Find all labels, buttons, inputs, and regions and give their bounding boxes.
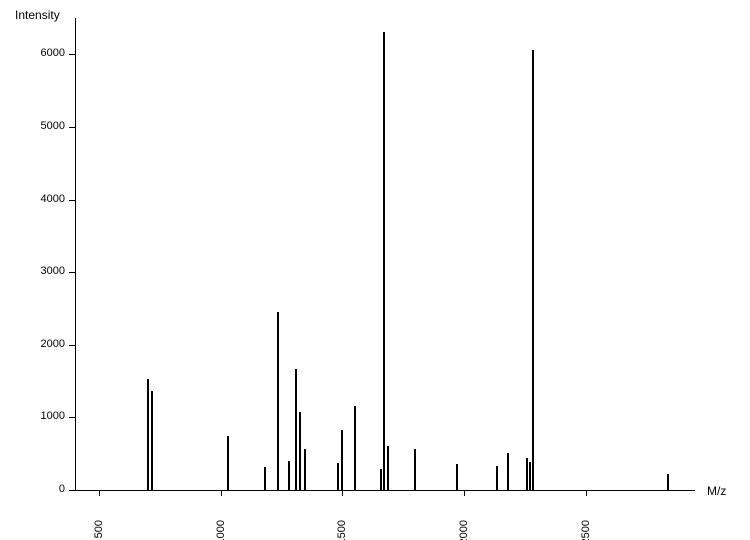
y-axis-title: Intensity	[15, 8, 60, 22]
spectrum-peak	[304, 449, 306, 490]
y-tick-label: 3000	[27, 265, 65, 277]
y-tick-label: 2000	[27, 338, 65, 350]
x-tick-label: 500	[93, 520, 105, 540]
spectrum-peak	[526, 458, 528, 490]
x-tick-label: 2500	[580, 520, 592, 540]
y-tick-label: 6000	[27, 47, 65, 59]
spectrum-peak	[496, 466, 498, 490]
y-tick-label: 0	[27, 483, 65, 495]
spectrum-peak	[667, 474, 669, 490]
y-tick-mark	[69, 345, 75, 346]
spectrum-peak	[456, 464, 458, 490]
spectrum-peak	[151, 391, 153, 490]
x-tick-label: 1500	[336, 520, 348, 540]
spectrum-peak	[383, 32, 385, 490]
x-tick-mark	[342, 490, 343, 496]
x-axis-title: M/z	[707, 484, 726, 498]
y-tick-label: 1000	[27, 410, 65, 422]
spectrum-peak	[295, 369, 297, 490]
spectrum-peak	[387, 446, 389, 490]
spectrum-peak	[288, 461, 290, 490]
x-tick-mark	[586, 490, 587, 496]
y-tick-mark	[69, 54, 75, 55]
y-tick-mark	[69, 417, 75, 418]
mass-spectrum-chart: Intensity M/z 0100020003000400050006000 …	[0, 0, 750, 540]
spectrum-peak	[277, 312, 279, 490]
y-axis-line	[75, 18, 76, 490]
y-tick-mark	[69, 200, 75, 201]
spectrum-peak	[227, 436, 229, 490]
x-tick-mark	[99, 490, 100, 496]
x-tick-label: 2000	[458, 520, 470, 540]
y-tick-label: 5000	[27, 120, 65, 132]
y-tick-mark	[69, 272, 75, 273]
y-tick-mark	[69, 490, 75, 491]
y-tick-mark	[69, 127, 75, 128]
spectrum-peak	[147, 379, 149, 490]
spectrum-peak	[354, 406, 356, 490]
y-tick-label: 4000	[27, 193, 65, 205]
spectrum-peak	[414, 449, 416, 490]
spectrum-peak	[299, 412, 301, 490]
spectrum-peak	[337, 463, 339, 490]
x-tick-mark	[221, 490, 222, 496]
spectrum-peak	[264, 467, 266, 490]
spectrum-peak	[529, 462, 531, 490]
spectrum-peak	[507, 453, 509, 490]
x-axis-line	[75, 490, 695, 491]
x-tick-mark	[464, 490, 465, 496]
spectrum-peak	[341, 430, 343, 490]
x-tick-label: 1000	[215, 520, 227, 540]
spectrum-peak	[532, 50, 534, 490]
